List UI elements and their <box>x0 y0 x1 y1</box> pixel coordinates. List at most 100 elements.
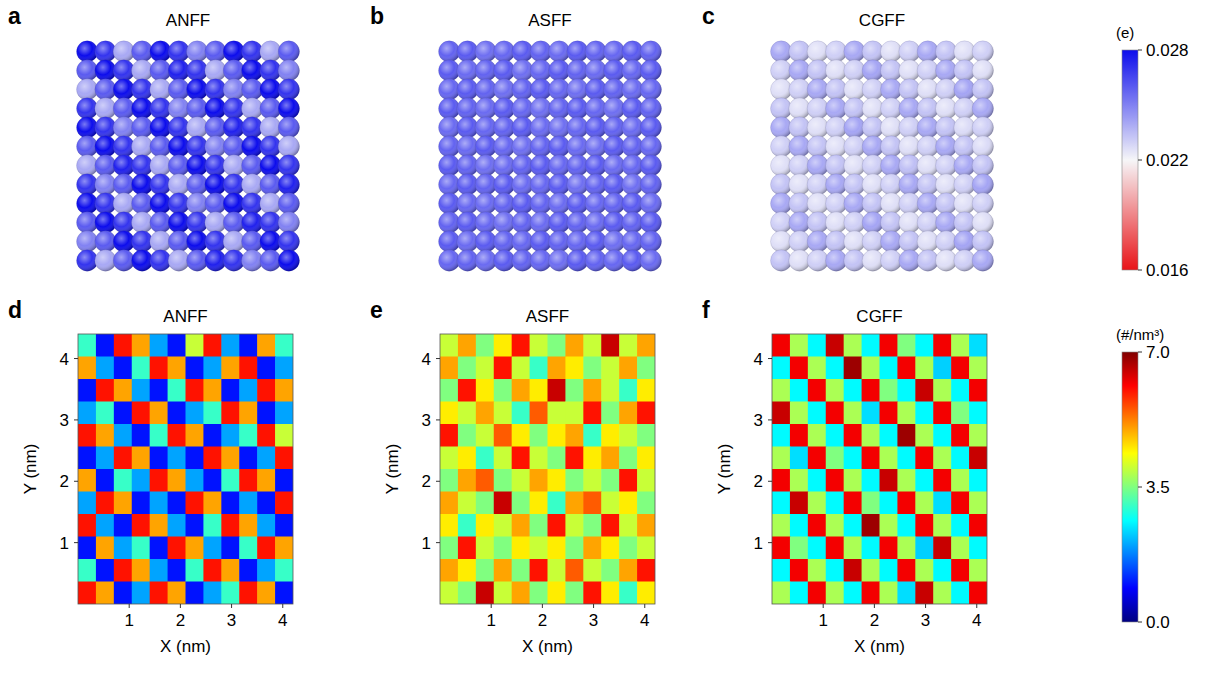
atom <box>640 155 661 176</box>
x-tick <box>129 604 130 608</box>
cell <box>826 582 845 605</box>
cells <box>440 334 655 604</box>
cell <box>257 537 276 560</box>
cell <box>583 559 602 582</box>
cell <box>512 559 531 582</box>
cell <box>150 447 169 470</box>
cell <box>257 469 276 492</box>
atom <box>640 231 661 252</box>
cell <box>862 537 881 560</box>
cell <box>512 537 531 560</box>
cell <box>951 537 970 560</box>
cell <box>844 447 863 470</box>
colorbar-tick <box>1138 50 1142 51</box>
x-tick <box>180 604 181 608</box>
atom <box>640 98 661 119</box>
cell <box>275 469 293 492</box>
cell <box>637 402 655 425</box>
cell <box>440 357 459 380</box>
cell <box>203 582 222 605</box>
x-tick-label: 2 <box>176 611 185 630</box>
atom <box>640 174 661 195</box>
cell <box>221 424 240 447</box>
cell <box>826 514 845 537</box>
cell <box>619 514 638 537</box>
cell <box>257 402 276 425</box>
cell <box>969 447 987 470</box>
cell <box>476 334 495 357</box>
atom <box>278 41 299 62</box>
cell <box>78 559 97 582</box>
cell <box>583 514 602 537</box>
cell <box>548 559 567 582</box>
cell <box>637 447 655 470</box>
cell <box>512 447 531 470</box>
y-tick <box>436 419 440 420</box>
cell <box>168 334 187 357</box>
cell <box>114 559 133 582</box>
cell <box>132 402 151 425</box>
cell <box>114 469 133 492</box>
cell <box>458 447 477 470</box>
atom-shade <box>278 231 299 252</box>
cell <box>78 334 97 357</box>
y-tick-label: 1 <box>60 534 69 553</box>
cell <box>458 469 477 492</box>
atom <box>278 136 299 157</box>
cell <box>494 447 513 470</box>
cell <box>933 559 952 582</box>
cell <box>239 582 258 605</box>
cell <box>790 469 809 492</box>
cell <box>844 469 863 492</box>
figure: aANFFbASFFcCGFF0.0160.0220.028(e)dANFF12… <box>0 0 1211 693</box>
cell <box>548 469 567 492</box>
cell <box>203 492 222 515</box>
cell <box>565 334 584 357</box>
cell <box>530 402 549 425</box>
cell <box>933 447 952 470</box>
cell <box>114 334 133 357</box>
cell <box>203 379 222 402</box>
cell <box>880 559 899 582</box>
cell <box>637 469 655 492</box>
cell <box>458 559 477 582</box>
cell <box>221 514 240 537</box>
cell <box>601 469 620 492</box>
atom <box>972 212 993 233</box>
colorbar-tick <box>1138 270 1142 271</box>
cell <box>583 357 602 380</box>
y-tick-label: 4 <box>422 350 431 369</box>
cell <box>897 514 916 537</box>
cell <box>897 424 916 447</box>
cells <box>772 334 987 604</box>
cell <box>221 402 240 425</box>
cell <box>862 559 881 582</box>
y-tick <box>74 419 78 420</box>
cell <box>512 582 531 605</box>
cell <box>548 492 567 515</box>
cell <box>915 447 934 470</box>
x-axis-title: X (nm) <box>160 637 211 656</box>
cell <box>933 469 952 492</box>
cell <box>476 514 495 537</box>
cell <box>168 424 187 447</box>
atom <box>972 174 993 195</box>
atom <box>972 79 993 100</box>
cell <box>203 559 222 582</box>
atom-shade <box>640 117 661 138</box>
cell <box>132 334 151 357</box>
cell <box>583 582 602 605</box>
x-axis-title: X (nm) <box>522 637 573 656</box>
atom-shade <box>972 136 993 157</box>
cell <box>601 357 620 380</box>
x-tick <box>491 604 492 608</box>
cell <box>257 514 276 537</box>
cell <box>168 514 187 537</box>
colorbar-tick <box>1138 622 1142 623</box>
atom <box>278 193 299 214</box>
cell <box>826 537 845 560</box>
cell <box>844 334 863 357</box>
cell <box>150 334 169 357</box>
colorbar-bar <box>1122 50 1138 270</box>
cell <box>203 537 222 560</box>
